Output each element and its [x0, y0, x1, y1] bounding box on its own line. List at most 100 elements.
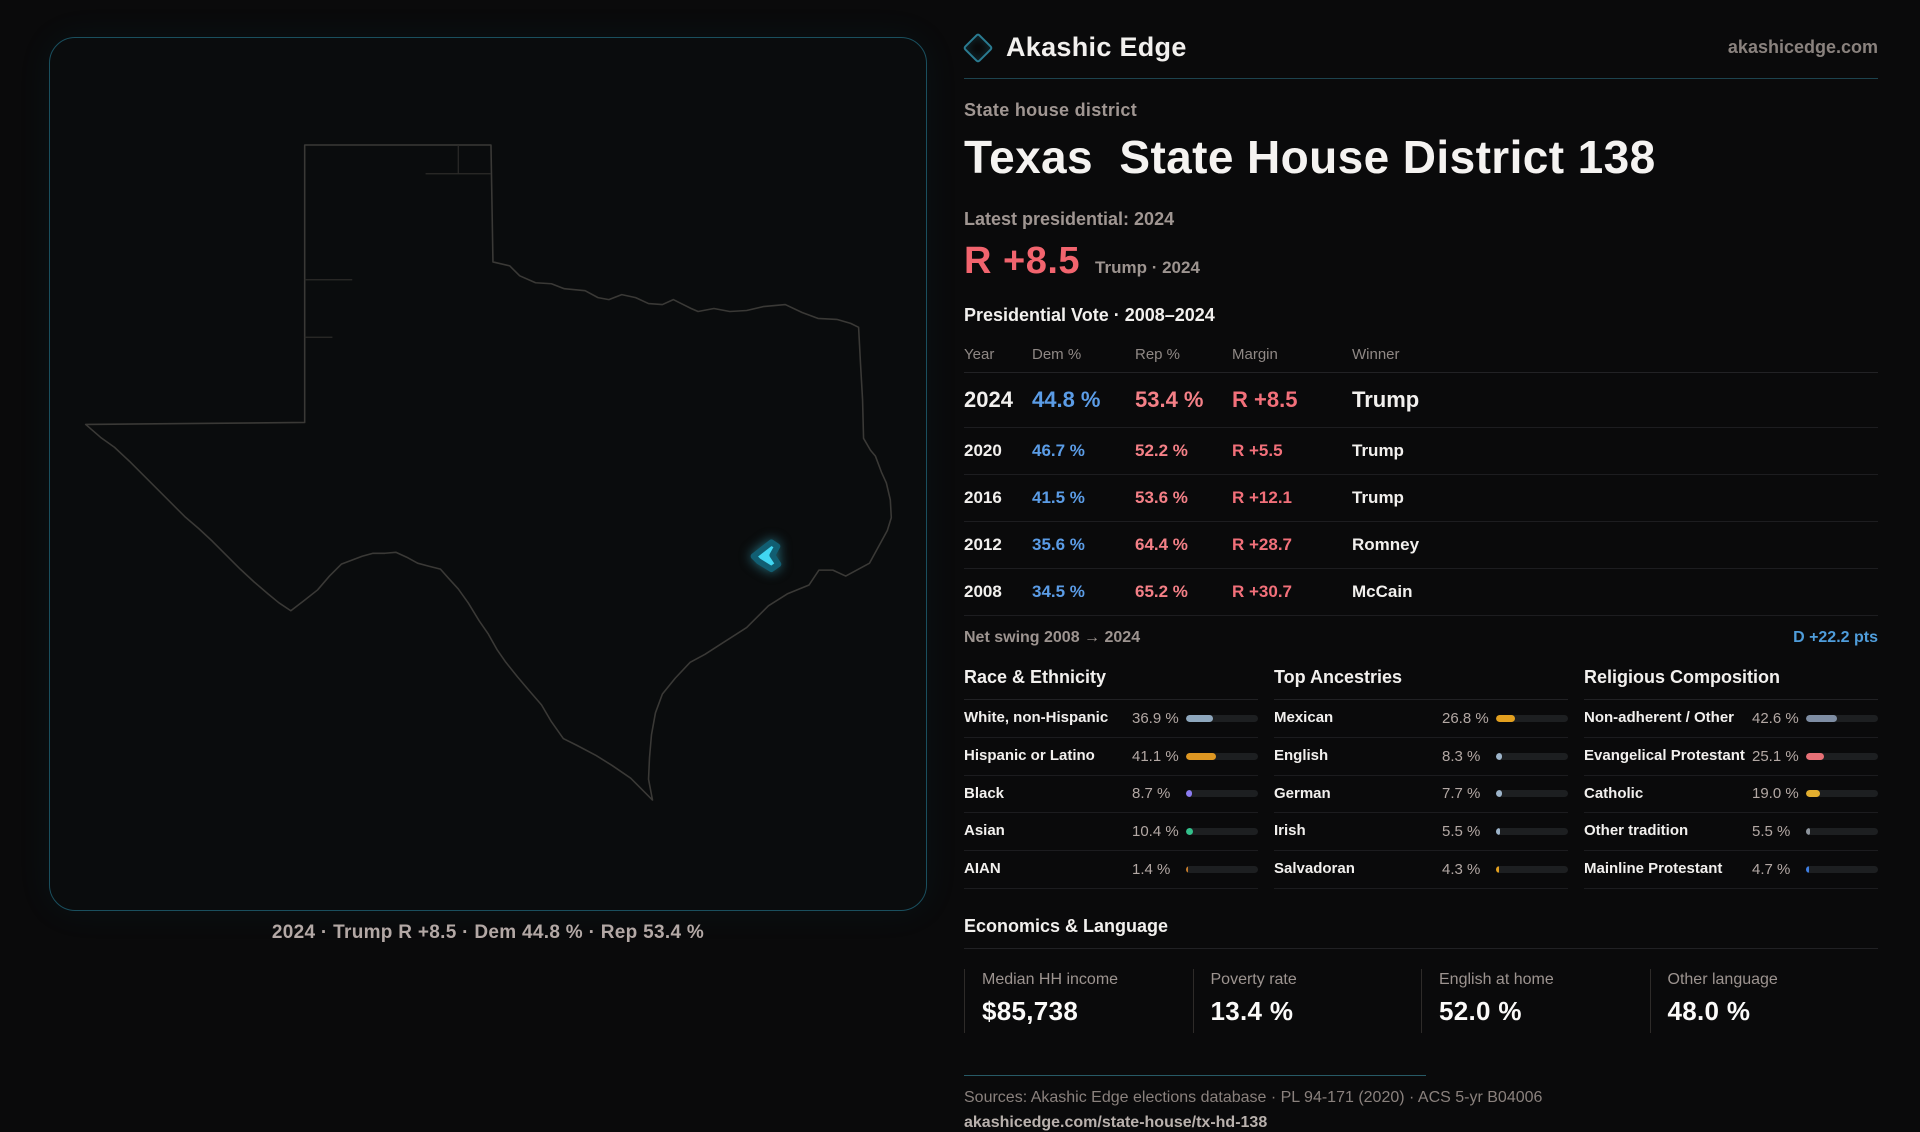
bar-track	[1186, 865, 1258, 873]
demo-row: Asian 10.4 %	[964, 813, 1258, 851]
economics-divider	[964, 947, 1878, 949]
bar-fill	[1186, 865, 1188, 873]
brand: Akashic Edge	[962, 31, 1187, 64]
bar-track	[1806, 714, 1878, 722]
table-title: Presidential Vote · 2008–2024	[964, 305, 1215, 325]
site-domain-link[interactable]: akashicedge.com	[1727, 37, 1878, 57]
demo-value: 41.1 %	[1132, 747, 1179, 765]
demo-value: 25.1 %	[1752, 747, 1799, 765]
demo-label: Non-adherent / Other	[1584, 709, 1735, 726]
demo-row: Irish 5.5 %	[1274, 813, 1568, 851]
demo-row: Evangelical Protestant 25.1 %	[1584, 738, 1878, 776]
demo-row: Non-adherent / Other 42.6 %	[1584, 700, 1878, 738]
demo-label: Black	[964, 784, 1005, 802]
demo-label: Evangelical Protestant	[1584, 746, 1745, 764]
bar-fill	[1806, 828, 1810, 836]
bar-track	[1496, 714, 1568, 722]
demo-label: Other tradition	[1584, 822, 1689, 840]
winner-cell: Trump	[1352, 488, 1404, 507]
margin-cell: R +8.5	[1232, 387, 1298, 412]
diamond-logo-icon	[962, 31, 994, 64]
header-divider	[964, 78, 1878, 79]
margin-cell: R +5.5	[1232, 441, 1283, 460]
table-header-row: Year Dem % Rep % Margin Winner	[964, 340, 1878, 373]
bar-track	[1186, 790, 1258, 798]
rep-cell: 52.2 %	[1135, 441, 1188, 460]
demo-value: 5.5 %	[1752, 823, 1791, 841]
demo-label: AIAN	[964, 860, 1001, 877]
demo-value: 5.5 %	[1442, 823, 1481, 841]
stat-label: Median HH income	[982, 970, 1119, 988]
net-swing-row: Net swing 2008 → 2024 D +22.2 pts	[964, 616, 1878, 653]
dem-cell: 46.7 %	[1032, 441, 1085, 460]
headline-sub: Trump · 2024	[1095, 258, 1200, 277]
demo-value: 4.3 %	[1442, 860, 1481, 878]
stat-median-income: Median HH income $85,738	[964, 968, 1193, 1033]
table-row: 2008 34.5 % 65.2 % R +30.7 McCain	[964, 569, 1878, 616]
bar-track	[1496, 752, 1568, 760]
bar-fill	[1496, 752, 1502, 760]
demo-value: 26.8 %	[1442, 709, 1489, 727]
stat-label: Poverty rate	[1210, 970, 1297, 988]
demo-value: 10.4 %	[1132, 823, 1179, 841]
texas-outline	[84, 144, 893, 801]
winner-cell: McCain	[1352, 582, 1413, 601]
detail-panel: Akashic Edge akashicedge.com State house…	[962, 0, 1878, 1132]
texas-map	[84, 144, 893, 801]
demo-value: 36.9 %	[1132, 709, 1179, 727]
demo-label: German	[1274, 784, 1331, 802]
demo-row: Catholic 19.0 %	[1584, 776, 1878, 814]
table-row: 2020 46.7 % 52.2 % R +5.5 Trump	[964, 428, 1878, 475]
bar-fill	[1186, 752, 1216, 760]
stat-label: Other language	[1667, 970, 1778, 988]
year-cell: 2008	[964, 582, 1002, 601]
bar-fill	[1806, 865, 1810, 873]
demo-label: Salvadoran	[1274, 860, 1355, 877]
net-swing-label: Net swing 2008 → 2024	[964, 629, 1141, 646]
map-caption: 2024 · Trump R +8.5 · Dem 44.8 % · Rep 5…	[271, 922, 705, 943]
bar-fill	[1806, 752, 1825, 760]
economics-title: Economics & Language	[964, 915, 1169, 936]
bar-fill	[1496, 828, 1500, 836]
dem-cell: 41.5 %	[1032, 488, 1085, 507]
bar-track	[1496, 790, 1568, 798]
demo-value: 8.3 %	[1442, 747, 1481, 765]
footer-url-link[interactable]: akashicedge.com/state-house/tx-hd-138	[964, 1113, 1268, 1131]
demo-row: AIAN 1.4 %	[964, 851, 1258, 889]
footer-divider	[964, 1074, 1426, 1076]
demo-row: Black 8.7 %	[964, 776, 1258, 814]
demo-label: English	[1274, 746, 1329, 764]
brand-name: Akashic Edge	[1006, 32, 1187, 62]
bar-fill	[1806, 714, 1837, 722]
bar-fill	[1186, 714, 1213, 722]
presidential-vote-table: Year Dem % Rep % Margin Winner 2024 44.8…	[964, 340, 1878, 616]
sources-text: Sources: Akashic Edge elections database…	[964, 1088, 1543, 1106]
demo-value: 4.7 %	[1752, 860, 1791, 878]
year-cell: 2024	[964, 387, 1013, 412]
stat-poverty-rate: Poverty rate 13.4 %	[1192, 968, 1422, 1033]
stat-label: English at home	[1439, 970, 1554, 988]
demo-value: 8.7 %	[1132, 785, 1171, 803]
district-138-highlight	[750, 539, 782, 573]
bar-fill	[1496, 714, 1516, 722]
winner-cell: Romney	[1352, 535, 1420, 554]
header: Akashic Edge akashicedge.com	[962, 0, 1878, 64]
dem-cell: 44.8 %	[1032, 387, 1101, 412]
demo-value: 42.6 %	[1752, 709, 1799, 727]
demographics-section: Race & Ethnicity White, non-Hispanic 36.…	[964, 667, 1878, 889]
demo-row: English 8.3 %	[1274, 738, 1568, 776]
net-swing-value: D +22.2 pts	[1793, 629, 1878, 646]
table-row: 2016 41.5 % 53.6 % R +12.1 Trump	[964, 475, 1878, 522]
demo-row: Mainline Protestant 4.7 %	[1584, 851, 1878, 889]
bar-track	[1806, 752, 1878, 760]
col-header-year: Year	[964, 346, 995, 363]
col-header-margin: Margin	[1232, 346, 1278, 363]
bar-track	[1806, 828, 1878, 836]
stat-english-at-home: English at home 52.0 %	[1421, 968, 1650, 1033]
demo-label: White, non-Hispanic	[964, 709, 1109, 726]
page-title: Texas State House District 138	[964, 131, 1656, 183]
district-map-panel	[49, 37, 927, 911]
demo-row: German 7.7 %	[1274, 776, 1568, 814]
bar-track	[1496, 828, 1568, 836]
religion-card: Religious Composition Non-adherent / Oth…	[1584, 667, 1878, 889]
